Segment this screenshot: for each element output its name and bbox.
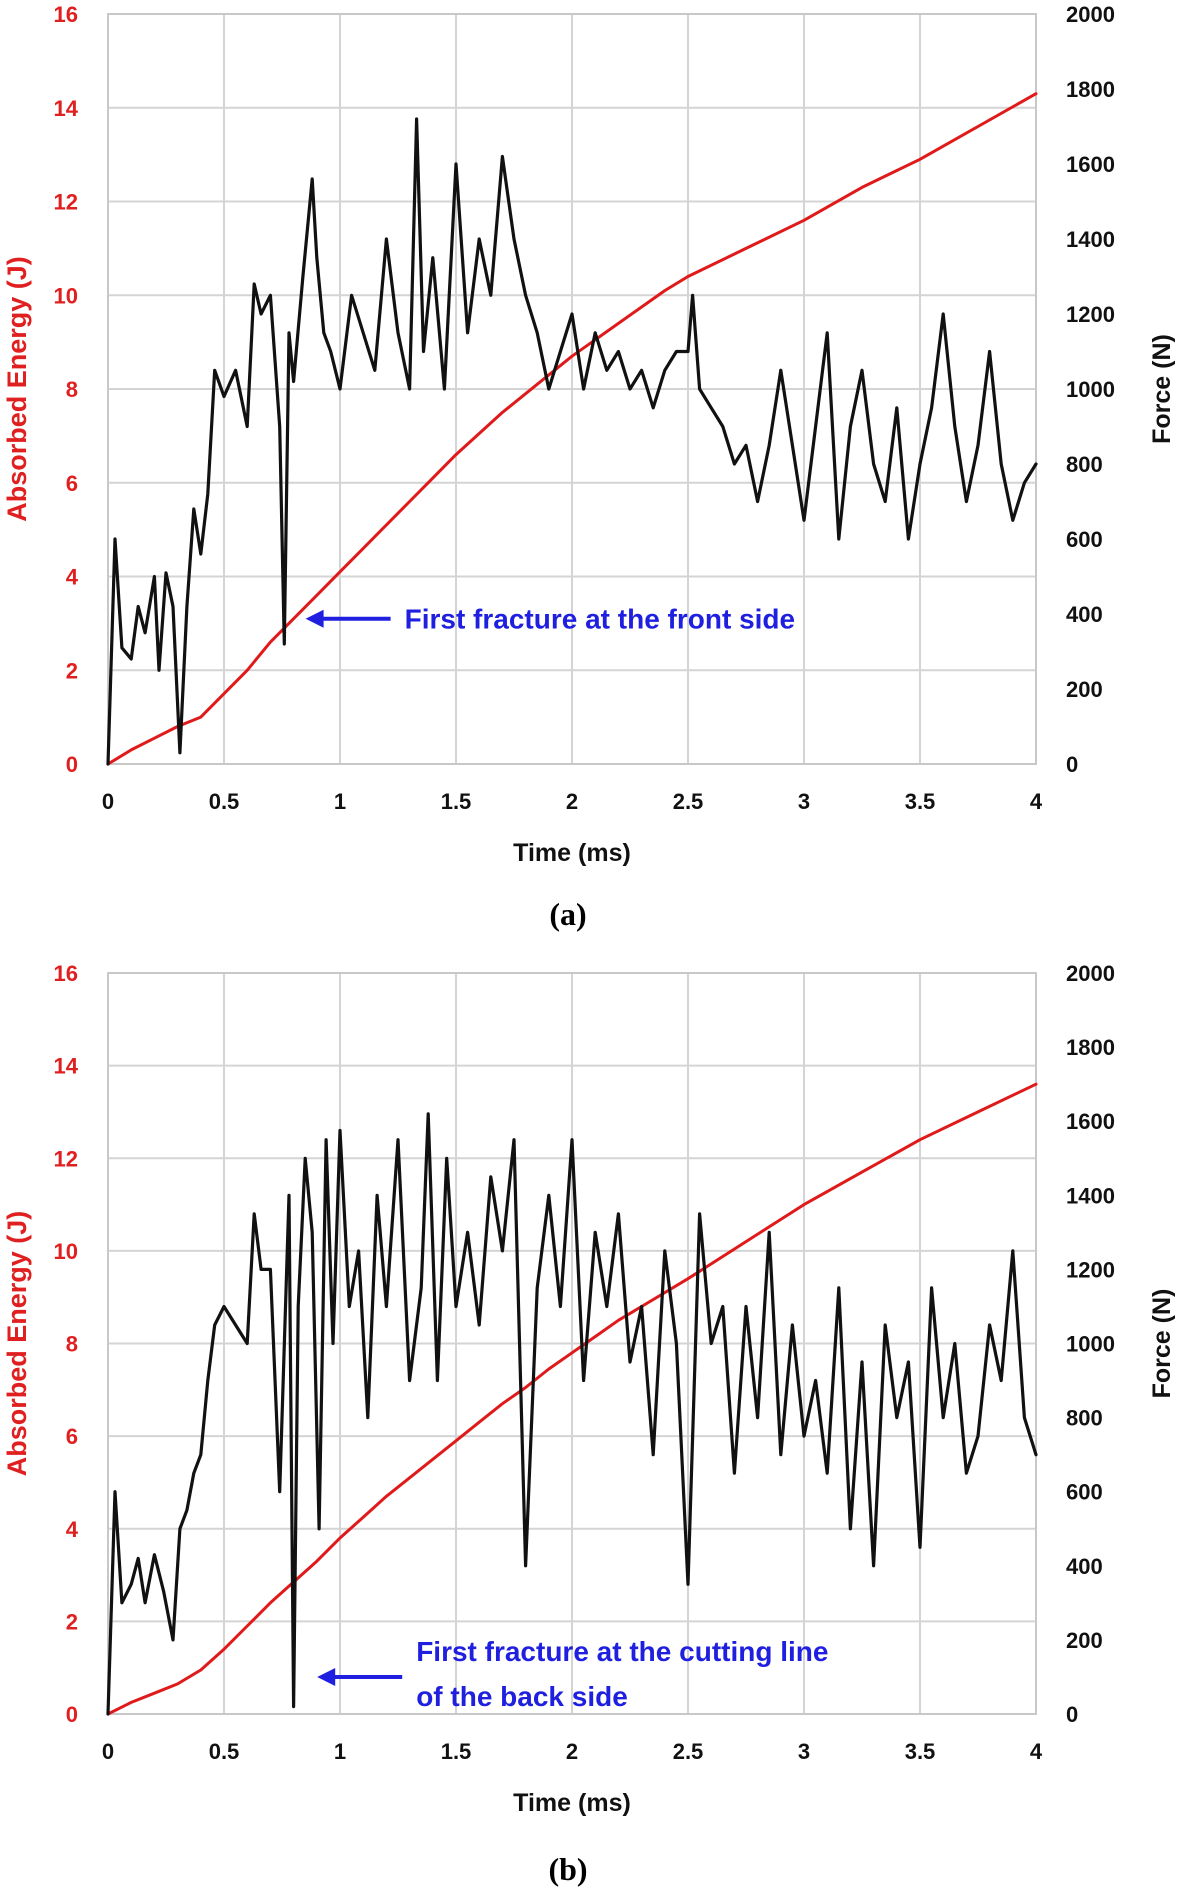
energy-series-line [106, 92, 1038, 766]
y-right-tick-label: 1400 [1066, 1183, 1115, 1208]
x-tick-label: 1 [334, 789, 346, 814]
x-tick-label: 0 [102, 789, 114, 814]
x-axis-title: Time (ms) [513, 1789, 631, 1817]
x-tick-label: 2.5 [673, 1739, 704, 1764]
force-series-line [106, 1112, 1038, 1716]
y-left-axis-title: Absorbed Energy (J) [2, 256, 32, 522]
y-right-axis-title: Force (N) [1148, 334, 1176, 444]
y-left-tick-label: 4 [66, 565, 79, 590]
y-left-tick-label: 8 [66, 1332, 78, 1357]
x-tick-label: 1.5 [441, 789, 472, 814]
y-right-tick-label: 1800 [1066, 1035, 1115, 1060]
y-left-tick-label: 16 [54, 2, 78, 27]
annotation-text: First fracture at the front side [405, 604, 796, 635]
x-tick-label: 3.5 [905, 789, 936, 814]
y-right-tick-label: 400 [1066, 602, 1103, 627]
y-left-tick-label: 10 [54, 283, 78, 308]
y-left-tick-label: 12 [54, 1146, 78, 1171]
x-tick-label: 2.5 [673, 789, 704, 814]
y-right-tick-label: 800 [1066, 452, 1103, 477]
y-right-tick-label: 0 [1066, 1702, 1078, 1727]
annotation-text: of the back side [416, 1681, 628, 1712]
y-right-tick-label: 1200 [1066, 1257, 1115, 1282]
y-left-tick-label: 0 [66, 1702, 78, 1727]
y-right-tick-label: 0 [1066, 752, 1078, 777]
y-right-tick-label: 2000 [1066, 961, 1115, 986]
x-tick-label: 0.5 [209, 789, 240, 814]
y-right-tick-label: 1400 [1066, 227, 1115, 252]
panel-caption: (a) [549, 896, 586, 932]
y-left-tick-label: 14 [54, 1054, 79, 1079]
annotation-text: First fracture at the cutting line [416, 1636, 828, 1667]
x-tick-label: 1 [334, 1739, 346, 1764]
force-series-line [106, 117, 1038, 766]
y-left-tick-label: 0 [66, 752, 78, 777]
y-right-tick-label: 800 [1066, 1406, 1103, 1431]
y-left-tick-label: 2 [66, 658, 78, 683]
y-right-tick-label: 200 [1066, 1628, 1103, 1653]
annotation-arrow-head [317, 1667, 336, 1686]
x-tick-label: 3.5 [905, 1739, 936, 1764]
x-axis-title: Time (ms) [513, 839, 631, 867]
y-left-tick-label: 16 [54, 961, 78, 986]
chart-panel-b: 0 0.5 1 1.5 2 2.5 3 3.5 402468101214160200400600… [2, 961, 1176, 1887]
x-tick-label: 1.5 [441, 1739, 472, 1764]
x-tick-label: 0.5 [209, 1739, 240, 1764]
panel-caption: (b) [548, 1851, 587, 1887]
y-left-tick-label: 2 [66, 1609, 78, 1634]
y-right-tick-label: 1600 [1066, 1109, 1115, 1134]
y-left-tick-label: 14 [54, 96, 79, 121]
y-right-tick-label: 600 [1066, 1480, 1103, 1505]
y-left-tick-label: 12 [54, 190, 78, 215]
x-tick-label: 2 [566, 789, 578, 814]
y-left-tick-label: 6 [66, 1424, 78, 1449]
y-right-tick-label: 1600 [1066, 152, 1115, 177]
y-right-tick-label: 400 [1066, 1554, 1103, 1579]
x-tick-label: 4 [1030, 789, 1043, 814]
plot-frame [107, 972, 1037, 1715]
y-right-tick-label: 1000 [1066, 377, 1115, 402]
plot-frame [107, 13, 1037, 765]
annotation-arrow-head [305, 609, 324, 628]
y-left-tick-label: 10 [54, 1239, 78, 1264]
y-right-axis-title: Force (N) [1148, 1289, 1176, 1399]
energy-series-line [106, 1082, 1038, 1716]
x-tick-label: 2 [566, 1739, 578, 1764]
y-left-tick-label: 6 [66, 471, 78, 496]
y-left-axis-title: Absorbed Energy (J) [2, 1211, 32, 1477]
x-tick-label: 4 [1030, 1739, 1043, 1764]
x-tick-label: 3 [798, 1739, 810, 1764]
x-tick-label: 0 [102, 1739, 114, 1764]
y-right-tick-label: 1000 [1066, 1332, 1115, 1357]
x-tick-label: 3 [798, 789, 810, 814]
chart-panel-a: 0 0.5 1 1.5 2 2.5 3 3.5 402468101214160200400600… [2, 2, 1176, 932]
y-right-tick-label: 2000 [1066, 2, 1115, 27]
y-left-tick-label: 8 [66, 377, 78, 402]
y-left-tick-label: 4 [66, 1517, 79, 1542]
y-right-tick-label: 600 [1066, 527, 1103, 552]
y-right-tick-label: 200 [1066, 677, 1103, 702]
y-right-tick-label: 1800 [1066, 77, 1115, 102]
y-right-tick-label: 1200 [1066, 302, 1115, 327]
